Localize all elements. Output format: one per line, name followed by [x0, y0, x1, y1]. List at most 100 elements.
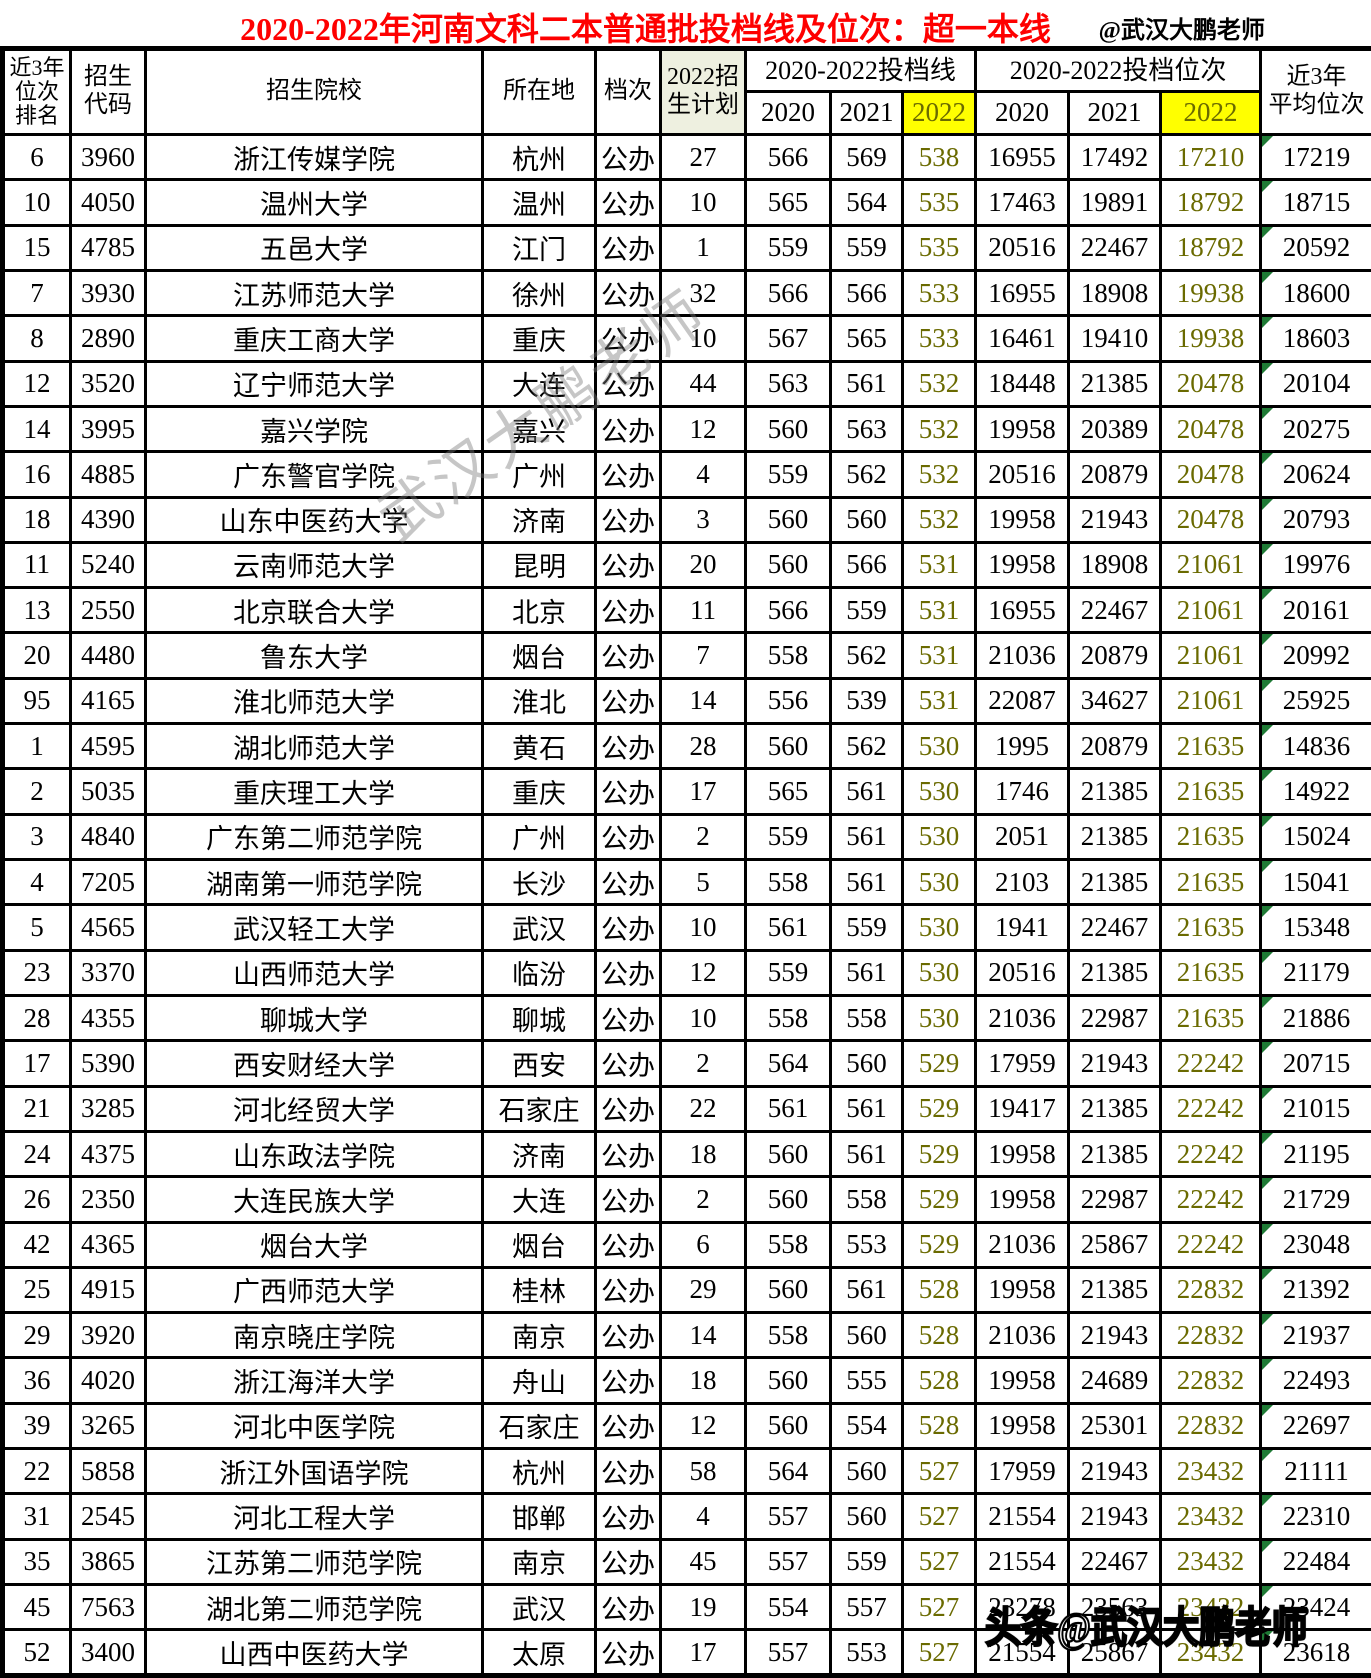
cell-city: 温州: [481, 178, 597, 227]
cell-score2021: 559: [829, 1537, 904, 1587]
cell-score2022: 532: [900, 495, 978, 544]
cell-plan2022: 20: [659, 540, 747, 590]
cell-rank2021: 21385: [1067, 359, 1163, 408]
cell-score2021: 561: [829, 857, 904, 907]
cell-avg3yr: 21015: [1259, 1084, 1371, 1133]
cell-code: 2350: [69, 1175, 147, 1224]
cell-rank2020: 17463: [974, 178, 1071, 227]
cell-rank2022: 20478: [1159, 450, 1263, 499]
cell-level: 公办: [594, 1311, 662, 1360]
cell-rank3yr: 23: [1, 948, 72, 997]
cell-score2022: 531: [900, 586, 978, 635]
cell-rank3yr: 7: [1, 268, 72, 318]
cell-score2021: 563: [829, 404, 904, 454]
cell-rank2020: 19958: [974, 1265, 1071, 1315]
cell-city: 大连: [481, 1175, 597, 1224]
cell-level: 公办: [594, 1220, 662, 1269]
cell-level: 公办: [594, 359, 662, 408]
cell-rank2022: 21061: [1159, 586, 1263, 635]
cell-plan2022: 10: [659, 903, 747, 952]
header-rank-group: 2020-2022投档位次: [974, 47, 1263, 93]
table-row: 8 2890 重庆工商大学 重庆 公办 10 567 565 533 16461 19410 1993…: [1, 314, 1371, 363]
cell-rank2020: 21036: [974, 1220, 1071, 1269]
cell-avg3yr: 20275: [1259, 404, 1371, 454]
cell-level: 公办: [594, 676, 662, 726]
table-row: 14 3995 嘉兴学院 嘉兴 公办 12 560 563 532 19958 20389 20478…: [1, 404, 1371, 454]
cell-rank2020: 1995: [974, 722, 1071, 771]
cell-rank2022: 17210: [1159, 132, 1263, 182]
cell-score2020: 561: [744, 1084, 832, 1133]
cell-level: 公办: [594, 1492, 662, 1541]
table-row: 20 4480 鲁东大学 烟台 公办 7 558 562 531 21036 20879 21061 2…: [1, 631, 1371, 680]
table-row: 29 3920 南京晓庄学院 南京 公办 14 558 560 528 21036 21943 228…: [1, 1311, 1371, 1360]
cell-city: 大连: [481, 359, 597, 408]
table-row: 17 5390 西安财经大学 西安 公办 2 564 560 529 17959 21943 2224…: [1, 1039, 1371, 1088]
cell-level: 公办: [594, 631, 662, 680]
cell-code: 3265: [69, 1401, 147, 1451]
cell-level: 公办: [594, 812, 662, 862]
cell-city: 西安: [481, 1039, 597, 1088]
cell-rank3yr: 25: [1, 1265, 72, 1315]
cell-rank2022: 23432: [1159, 1447, 1263, 1496]
cell-score2021: 554: [829, 1401, 904, 1451]
cell-avg3yr: 25925: [1259, 676, 1371, 726]
cell-city: 杭州: [481, 1447, 597, 1496]
cell-score2020: 558: [744, 631, 832, 680]
cell-score2020: 560: [744, 404, 832, 454]
cell-score2021: 562: [829, 450, 904, 499]
cell-rank3yr: 35: [1, 1537, 72, 1587]
cell-code: 3930: [69, 268, 147, 318]
cell-rank2021: 21385: [1067, 948, 1163, 997]
cell-city: 黄石: [481, 722, 597, 771]
cell-code: 4840: [69, 812, 147, 862]
cell-score2021: 562: [829, 722, 904, 771]
table-row: 95 4165 淮北师范大学 淮北 公办 14 556 539 531 22087 34627 210…: [1, 676, 1371, 726]
cell-city: 济南: [481, 495, 597, 544]
cell-level: 公办: [594, 132, 662, 182]
cell-school: 广东警官学院: [144, 450, 484, 499]
cell-score2020: 559: [744, 223, 832, 272]
cell-score2021: 557: [829, 1582, 904, 1632]
cell-avg3yr: 20715: [1259, 1039, 1371, 1088]
cell-score2021: 564: [829, 178, 904, 227]
cell-rank2021: 21385: [1067, 1084, 1163, 1133]
cell-code: 3400: [69, 1628, 147, 1677]
cell-level: 公办: [594, 1084, 662, 1133]
cell-rank2022: 22242: [1159, 1039, 1263, 1088]
cell-level: 公办: [594, 857, 662, 907]
cell-rank2021: 21385: [1067, 1129, 1163, 1179]
cell-school: 云南师范大学: [144, 540, 484, 590]
cell-level: 公办: [594, 495, 662, 544]
cell-plan2022: 6: [659, 1220, 747, 1269]
cell-rank3yr: 15: [1, 223, 72, 272]
cell-level: 公办: [594, 903, 662, 952]
cell-plan2022: 18: [659, 1356, 747, 1405]
table-row: 1 4595 湖北师范大学 黄石 公办 28 560 562 530 1995 20879 21635…: [1, 722, 1371, 771]
cell-school: 鲁东大学: [144, 631, 484, 680]
cell-score2020: 560: [744, 722, 832, 771]
cell-plan2022: 11: [659, 586, 747, 635]
cell-score2022: 528: [900, 1265, 978, 1315]
cell-code: 4480: [69, 631, 147, 680]
cell-avg3yr: 21179: [1259, 948, 1371, 997]
cell-city: 武汉: [481, 1582, 597, 1632]
cell-score2021: 561: [829, 359, 904, 408]
cell-code: 4390: [69, 495, 147, 544]
cell-avg3yr: 21937: [1259, 1311, 1371, 1360]
header-rank-2022: 2022: [1159, 90, 1263, 136]
cell-school: 浙江传媒学院: [144, 132, 484, 182]
table-row: 39 3265 河北中医学院 石家庄 公办 12 560 554 528 19958 25301 22…: [1, 1401, 1371, 1451]
cell-score2020: 559: [744, 812, 832, 862]
cell-rank2020: 21554: [974, 1492, 1071, 1541]
cell-score2020: 564: [744, 1039, 832, 1088]
cell-rank2022: 22242: [1159, 1129, 1263, 1179]
cell-plan2022: 10: [659, 993, 747, 1043]
cell-rank2021: 22987: [1067, 1175, 1163, 1224]
cell-rank2021: 19410: [1067, 314, 1163, 363]
cell-rank3yr: 8: [1, 314, 72, 363]
cell-rank2021: 21943: [1067, 1039, 1163, 1088]
cell-rank2020: 22087: [974, 676, 1071, 726]
cell-avg3yr: 23424: [1259, 1582, 1371, 1632]
cell-plan2022: 44: [659, 359, 747, 408]
